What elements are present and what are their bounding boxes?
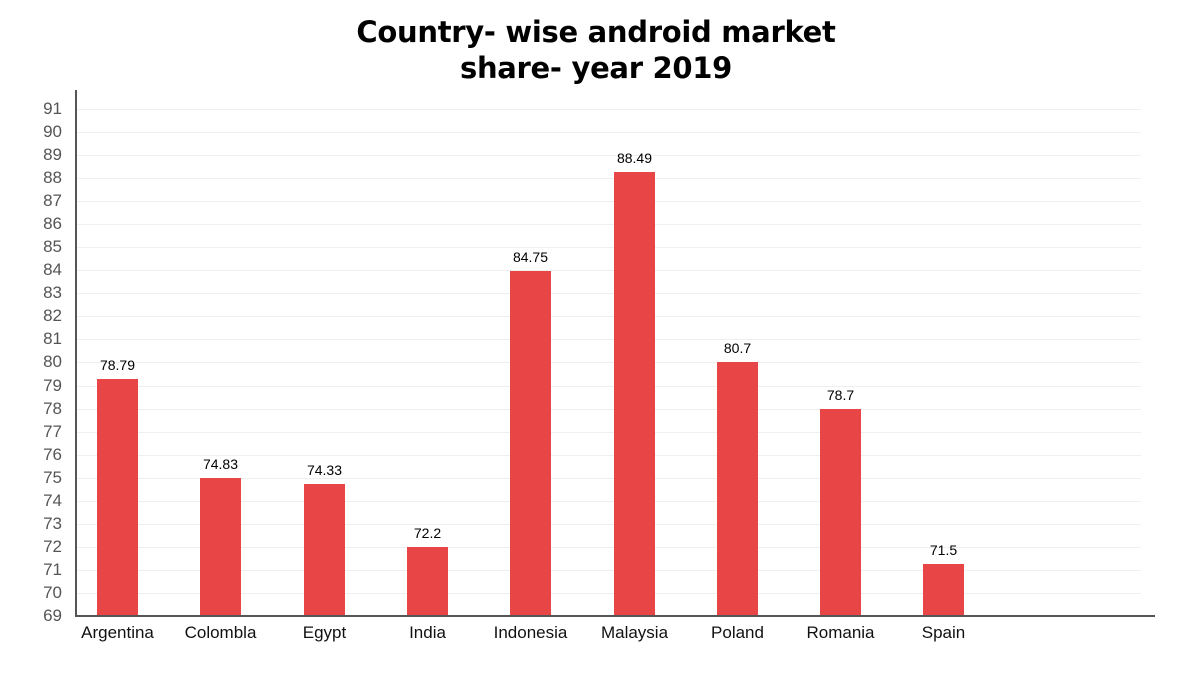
- gridline: [77, 593, 1141, 594]
- y-tick-label: 72: [43, 537, 62, 556]
- gridline: [77, 547, 1141, 548]
- gridline: [77, 455, 1141, 456]
- gridline: [77, 570, 1141, 571]
- x-tick-label: Poland: [711, 623, 764, 642]
- x-tick-label: Malaysia: [600, 623, 669, 642]
- y-tick-label: 85: [43, 237, 62, 256]
- gridline: [77, 293, 1141, 294]
- gridline: [77, 247, 1141, 248]
- data-label: 74.83: [202, 456, 239, 472]
- data-label: 88.49: [616, 150, 653, 166]
- gridline: [77, 316, 1141, 317]
- gridline: [77, 109, 1141, 110]
- gridline: [77, 501, 1141, 502]
- bar-india: [407, 547, 448, 615]
- bar-indonesia: [510, 271, 551, 615]
- data-label: 74.33: [306, 462, 343, 478]
- data-label: 72.2: [413, 525, 442, 541]
- x-tick-label: Spain: [921, 623, 966, 642]
- gridline: [77, 224, 1141, 225]
- data-label: 71.5: [929, 542, 958, 558]
- gridline: [77, 201, 1141, 202]
- gridline: [77, 362, 1141, 363]
- bar-argentina: [97, 379, 138, 615]
- data-label: 78.7: [826, 387, 855, 403]
- y-tick-label: 79: [43, 376, 62, 395]
- y-tick-label: 84: [43, 260, 62, 279]
- y-tick-label: 89: [43, 145, 62, 164]
- x-tick-label: Colombla: [184, 623, 257, 642]
- y-tick-label: 83: [43, 283, 62, 302]
- y-tick-label: 71: [43, 560, 62, 579]
- chart-title-line-2: share- year 2019: [459, 51, 733, 85]
- y-tick-label: 74: [43, 491, 62, 510]
- bar-spain: [923, 564, 964, 615]
- y-tick-label: 77: [43, 422, 62, 441]
- x-tick-label: Argentina: [81, 623, 154, 642]
- gridline: [77, 270, 1141, 271]
- x-tick-label: Indonesia: [493, 623, 568, 642]
- bar-malaysia: [614, 172, 655, 615]
- y-axis-line: [75, 90, 77, 617]
- bar-egypt: [304, 484, 345, 615]
- gridline: [77, 339, 1141, 340]
- bar-colombla: [200, 478, 241, 615]
- y-tick-label: 88: [43, 168, 62, 187]
- x-tick-label: Egypt: [302, 623, 347, 642]
- gridline: [77, 132, 1141, 133]
- data-label: 80.7: [723, 340, 752, 356]
- y-tick-label: 70: [43, 583, 62, 602]
- gridline: [77, 432, 1141, 433]
- y-tick-label: 91: [43, 99, 62, 118]
- y-tick-label: 90: [43, 122, 62, 141]
- y-tick-label: 80: [43, 352, 62, 371]
- y-tick-label: 69: [43, 606, 62, 625]
- x-tick-label: India: [409, 623, 446, 642]
- chart-title: Country- wise android market share- year…: [0, 14, 1192, 86]
- x-axis-line: [75, 615, 1155, 617]
- y-tick-label: 73: [43, 514, 62, 533]
- y-tick-label: 86: [43, 214, 62, 233]
- data-label: 84.75: [512, 249, 549, 265]
- y-tick-label: 76: [43, 445, 62, 464]
- gridline: [77, 409, 1141, 410]
- gridline: [77, 386, 1141, 387]
- bar-poland: [717, 362, 758, 615]
- y-tick-label: 81: [43, 329, 62, 348]
- gridline: [77, 155, 1141, 156]
- gridline: [77, 478, 1141, 479]
- data-label: 78.79: [99, 357, 136, 373]
- y-tick-label: 82: [43, 306, 62, 325]
- y-tick-label: 75: [43, 468, 62, 487]
- y-tick-label: 87: [43, 191, 62, 210]
- x-tick-label: Romania: [806, 623, 875, 642]
- gridline: [77, 524, 1141, 525]
- chart-title-line-1: Country- wise android market: [356, 15, 836, 49]
- y-tick-label: 78: [43, 399, 62, 418]
- gridline: [77, 178, 1141, 179]
- bar-romania: [820, 409, 861, 615]
